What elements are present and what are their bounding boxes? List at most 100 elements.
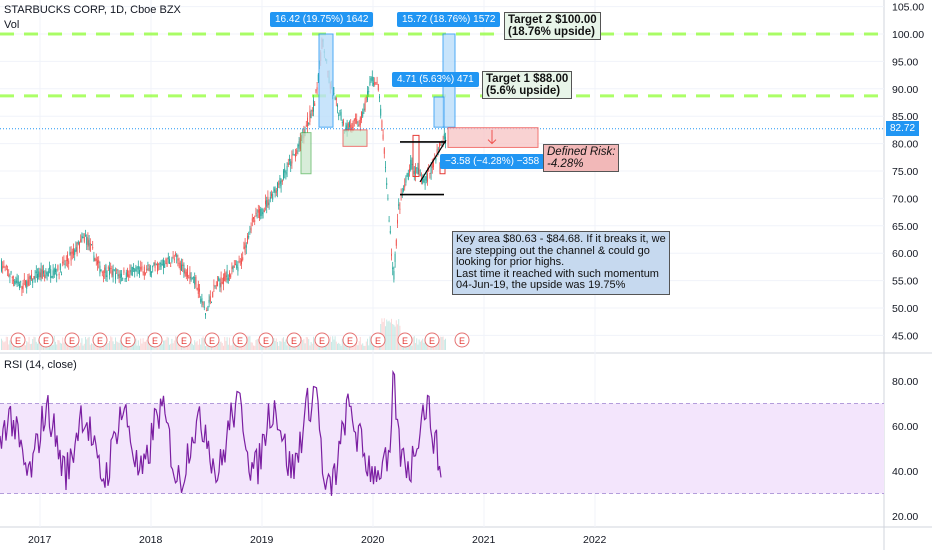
volume-bar [361,344,362,350]
candle-body [112,268,114,278]
candle-body [93,255,95,261]
candle-body [311,110,313,112]
candle-body [285,171,287,175]
candle-body [359,117,361,126]
volume-bar [83,343,85,350]
candle-body [279,177,281,184]
risk-zone [447,127,539,148]
volume-bar [25,345,26,350]
volume-bar [255,340,257,350]
candle-body [310,113,312,119]
candle-body [376,82,378,84]
volume-bar [87,337,89,350]
volume-bar [175,336,176,350]
candle-body [217,281,218,287]
measure-label-1[interactable]: 16.42 (19.75%) 1642 [270,12,374,27]
volume-bar [34,337,36,350]
candle-body [313,99,314,112]
volume-bar [143,341,145,350]
volume-bar [161,344,163,350]
defined-risk-note[interactable]: Defined Risk: -4.28% [543,144,620,172]
earnings-marker [342,332,358,348]
candle-body [431,162,433,168]
candle-body [57,265,59,271]
candle-body [356,119,358,124]
candle-body [407,173,409,180]
candle-body [161,263,163,266]
candle-body [53,269,55,275]
candle-body [388,220,390,222]
candle-body [31,274,32,280]
volume-bar [121,340,122,350]
current-price-tag: 82.72 [886,121,920,136]
volume-bar [223,345,224,350]
volume-bar [5,336,7,350]
candle-body [140,267,142,270]
candle-body [149,265,151,276]
price-tick-label: 60.00 [892,248,918,260]
candle-body [134,269,136,273]
earnings-marker [370,332,386,348]
price-tick-label: 85.00 [892,111,918,123]
candle-body [160,262,162,267]
candle-body [353,119,355,121]
volume-bar [392,323,394,350]
candle-body [17,281,19,284]
measure-label-4[interactable]: −3.58 (−4.28%) −358 [440,154,545,169]
volume-bar [359,337,361,350]
volume-bar [188,343,190,350]
volume-bar [86,339,88,350]
candle-body [34,275,36,283]
key-area-note[interactable]: Key area $80.63 - $84.68. If it breaks i… [452,231,670,295]
candle-body [141,265,143,271]
volume-bar [133,343,134,350]
candle-body [146,268,148,271]
candle-body [105,265,107,278]
earnings-marker [64,332,80,348]
time-tick-label: 2018 [139,534,163,546]
candle-body [259,209,260,219]
volume-bar [217,345,218,350]
target-2-note[interactable]: Target 2 $100.00 (18.76% upside) [504,12,601,40]
volume-bar [412,337,414,350]
candle-body [79,242,80,249]
price-tick-label: 55.00 [892,276,918,288]
candle-body [91,244,92,246]
candle-body [316,87,318,90]
volume-bar [88,336,90,350]
volume-bar [125,345,127,350]
rsi-band [0,403,884,494]
candle-body [122,278,124,280]
volume-bar [220,341,222,350]
volume-bar [202,336,204,350]
volume-bar [283,337,284,350]
candle-body [305,124,307,126]
measure-label-2[interactable]: 15.72 (18.76%) 1572 [397,12,501,27]
volume-bar [250,342,252,350]
volume-bar [118,343,120,350]
volume-bar [440,336,442,350]
volume-bar [110,336,112,350]
earnings-marker [314,332,330,348]
candle-body [242,257,244,261]
candle-body [82,237,84,239]
rsi-line [0,369,442,496]
candle-body [175,254,176,256]
candle-body [297,144,299,149]
volume-bar [339,344,341,350]
volume-bar [107,343,109,350]
candle-body [383,148,385,154]
volume-bar [364,345,366,350]
volume-bar [352,343,354,350]
candle-body [230,274,232,278]
earnings-marker-label: E [181,336,187,346]
target-1-note[interactable]: Target 1 $88.00 (5.6% upside) [482,71,573,99]
measure-label-3[interactable]: 4.71 (5.63%) 471 [392,72,479,87]
volume-bar [291,345,293,350]
earnings-marker [204,332,220,348]
candle-body [163,259,164,268]
candle-body [350,124,352,131]
candle-body [169,259,170,265]
volume-bar [22,344,24,350]
